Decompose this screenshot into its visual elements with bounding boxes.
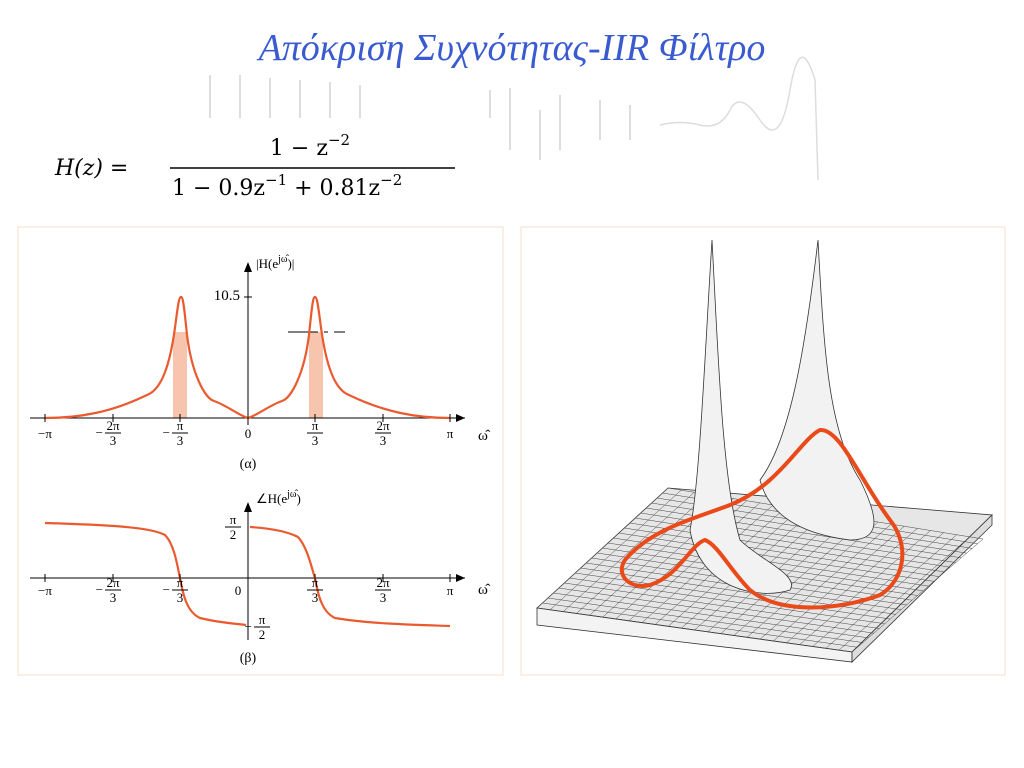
tick-den: 2 — [259, 627, 266, 642]
tick-den: 2 — [230, 527, 237, 542]
tick-num: π — [447, 426, 454, 441]
tick-num: 2π — [376, 575, 390, 590]
label-sup: jω̂ — [286, 489, 298, 500]
phase-curve — [44, 521, 451, 628]
tick-num: 0 — [235, 583, 242, 598]
tick-label: 0 — [245, 426, 252, 441]
band — [173, 332, 187, 418]
right-panel — [520, 226, 1006, 676]
x-label: ω̂ — [478, 428, 491, 444]
grid-line — [799, 530, 931, 645]
tick-num: 0 — [245, 426, 252, 441]
unit-circle-contour — [619, 428, 905, 610]
x-label: ω̂ — [478, 582, 491, 598]
caption: (β) — [240, 651, 257, 666]
caption: (α) — [240, 457, 257, 472]
tick-label: π3 — [307, 575, 323, 605]
grid-line — [812, 532, 944, 647]
tick-num: −π — [38, 583, 52, 598]
title: Απόκριση Συχνότητας-IIR Φίλτρο — [256, 27, 766, 69]
arrow — [456, 574, 465, 582]
tick-num: 0 — [235, 583, 242, 598]
tick-den: 3 — [312, 590, 319, 605]
label-part: |H(e — [256, 256, 278, 271]
tick-num: 2π — [106, 418, 120, 433]
tick-num: 2π — [106, 575, 120, 590]
arrow — [456, 414, 465, 422]
y-tick-label: 10.5 — [214, 288, 240, 304]
tick-label: 2π3− — [96, 418, 121, 448]
tick-den: 3 — [110, 590, 117, 605]
tick-den: 3 — [110, 433, 117, 448]
label-part: )| — [287, 256, 294, 271]
numerator-exp: −2 — [328, 131, 350, 149]
tick-den: 3 — [380, 433, 387, 448]
surface-3d — [536, 239, 993, 663]
tick-num: π — [45, 583, 52, 598]
tick-sign: − — [38, 583, 45, 598]
band — [309, 332, 323, 418]
grid-line — [825, 534, 957, 649]
tick-label: π2− — [245, 612, 270, 642]
tick-den: 3 — [380, 590, 387, 605]
tick-den: 3 — [312, 433, 319, 448]
tick-label: π — [447, 583, 454, 598]
tick-label: π3 — [307, 418, 323, 448]
den-exp: −1 — [265, 171, 287, 189]
tick-label: 0 — [235, 583, 242, 598]
tick-num: π — [259, 612, 266, 627]
tick-label: π2 — [225, 512, 241, 542]
label-part: ) — [297, 491, 301, 506]
tick-sign: − — [38, 426, 45, 441]
denominator: 1 − 0.9z−1 + 0.81z−2 — [172, 171, 402, 201]
tick-num: π — [230, 512, 237, 527]
y-label: |H(ejω̂)| — [256, 254, 294, 271]
tick-num: π — [447, 583, 454, 598]
grid-line — [838, 536, 971, 651]
tick-sign: − — [96, 425, 103, 440]
tick-label: π — [447, 426, 454, 441]
tick-label: 2π3− — [96, 575, 121, 605]
tick-num: π — [447, 426, 454, 441]
tick-num: −π — [38, 426, 52, 441]
numerator: 1 − z−2 — [270, 131, 350, 161]
tick-num: π — [447, 583, 454, 598]
grid-line — [851, 538, 984, 653]
numerator-base: 1 − z — [270, 136, 328, 161]
tick-label: 2π3 — [375, 575, 391, 605]
equation: H(z) = 1 − z−2 1 − 0.9z−1 + 0.81z−2 — [54, 131, 455, 201]
tick-num: π — [312, 575, 319, 590]
tick-num: π — [312, 418, 319, 433]
tick-label: π3− — [163, 575, 188, 605]
tick-num: 2π — [376, 418, 390, 433]
tick-sign: − — [245, 619, 252, 634]
arrow — [244, 502, 252, 512]
tick-sign: − — [96, 582, 103, 597]
tick-num: π — [177, 575, 184, 590]
peak — [689, 239, 792, 594]
y-label: ∠H(ejω̂) — [256, 489, 301, 506]
left-panel — [17, 226, 504, 676]
background-waveform — [209, 56, 819, 181]
peak — [759, 239, 875, 541]
tick-label: −π — [38, 426, 52, 441]
den-part: 1 − 0.9z — [172, 176, 265, 201]
tick-den: 3 — [177, 590, 184, 605]
tick-num: π — [45, 426, 52, 441]
tick-num: π — [177, 418, 184, 433]
label-part: ∠H(e — [256, 491, 287, 506]
tick-label: −π — [38, 583, 52, 598]
arrow — [244, 262, 252, 272]
tick-num: 0 — [245, 426, 252, 441]
tick-sign: − — [163, 425, 170, 440]
tick-den: 3 — [177, 433, 184, 448]
den-exp: −2 — [380, 171, 402, 189]
tick-sign: − — [163, 582, 170, 597]
tick-label: 2π3 — [375, 418, 391, 448]
den-part: + 0.81z — [287, 176, 380, 201]
equation-lhs: H(z) = — [54, 156, 128, 181]
label-sup: jω̂ — [277, 254, 289, 265]
tick-label: π3− — [163, 418, 188, 448]
